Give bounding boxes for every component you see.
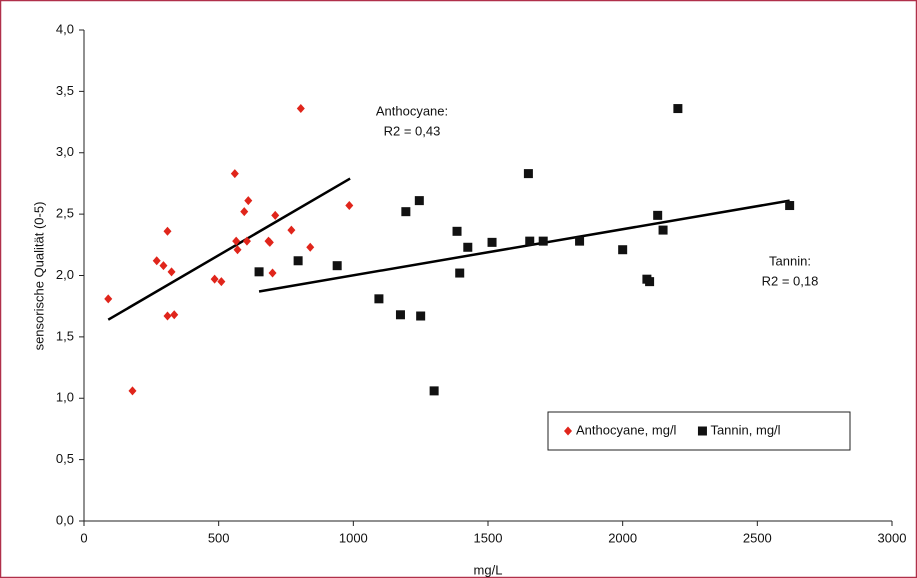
y-tick-label: 3,0	[56, 144, 74, 159]
marker-square	[332, 261, 342, 271]
marker-square	[673, 104, 683, 114]
marker-square	[645, 277, 655, 287]
marker-diamond	[104, 294, 113, 304]
marker-diamond	[306, 242, 315, 252]
marker-diamond	[217, 277, 226, 287]
trendline	[107, 177, 351, 321]
marker-diamond	[244, 196, 253, 206]
marker-diamond	[152, 256, 161, 266]
marker-square	[525, 236, 535, 246]
marker-square	[653, 210, 663, 220]
annotation: R2 = 0,18	[762, 273, 819, 288]
y-tick-label: 2,0	[56, 267, 74, 282]
marker-square	[414, 196, 424, 206]
annotation: Anthocyane:	[376, 103, 448, 118]
y-tick-label: 2,5	[56, 206, 74, 221]
marker-square	[523, 169, 533, 179]
marker-square	[416, 311, 426, 321]
y-axis-title: sensorische Qualität (0-5)	[31, 202, 46, 351]
y-tick-label: 1,5	[56, 328, 74, 343]
marker-square	[452, 226, 462, 236]
marker-diamond	[265, 237, 274, 247]
x-axis-title: mg/L	[474, 562, 503, 577]
y-tick-label: 3,5	[56, 83, 74, 98]
marker-square	[697, 426, 707, 436]
marker-square	[785, 201, 795, 211]
marker-square	[463, 242, 473, 252]
marker-square	[401, 207, 411, 217]
marker-square	[293, 256, 303, 266]
y-tick-label: 0,5	[56, 451, 74, 466]
marker-square	[374, 294, 384, 304]
marker-diamond	[167, 267, 176, 277]
x-tick-label: 3000	[878, 530, 907, 545]
annotation: Tannin:	[769, 253, 811, 268]
marker-diamond	[240, 207, 249, 217]
x-tick-label: 1000	[339, 530, 368, 545]
marker-diamond	[287, 225, 296, 235]
marker-diamond	[232, 236, 241, 246]
x-tick-label: 2000	[608, 530, 637, 545]
x-tick-label: 1500	[474, 530, 503, 545]
marker-diamond	[564, 426, 572, 436]
y-tick-label: 4,0	[56, 21, 74, 36]
marker-square	[455, 268, 465, 278]
marker-square	[618, 245, 628, 255]
marker-diamond	[170, 310, 179, 320]
marker-square	[395, 310, 405, 320]
marker-diamond	[296, 104, 305, 114]
marker-diamond	[163, 226, 172, 236]
marker-square	[658, 225, 668, 235]
x-tick-label: 2500	[743, 530, 772, 545]
marker-diamond	[128, 386, 137, 396]
legend: Anthocyane, mg/l Tannin, mg/l	[547, 411, 851, 451]
x-tick-label: 0	[80, 530, 87, 545]
x-tick-label: 500	[208, 530, 230, 545]
marker-square	[254, 267, 264, 277]
y-tick-label: 0,0	[56, 512, 74, 527]
marker-diamond	[345, 201, 354, 211]
marker-square	[487, 237, 497, 247]
annotation: R2 = 0,43	[384, 123, 441, 138]
legend-label: Tannin, mg/l	[710, 422, 780, 437]
marker-diamond	[230, 169, 239, 179]
marker-diamond	[268, 268, 277, 278]
marker-diamond	[242, 236, 251, 246]
y-tick-label: 1,0	[56, 390, 74, 405]
trendline	[258, 199, 790, 293]
marker-square	[538, 236, 548, 246]
marker-diamond	[210, 274, 219, 284]
marker-diamond	[233, 245, 242, 255]
marker-diamond	[159, 261, 168, 271]
marker-diamond	[271, 210, 280, 220]
marker-square	[575, 236, 585, 246]
marker-square	[429, 386, 439, 396]
marker-diamond	[163, 311, 172, 321]
legend-label: Anthocyane, mg/l	[576, 422, 677, 437]
